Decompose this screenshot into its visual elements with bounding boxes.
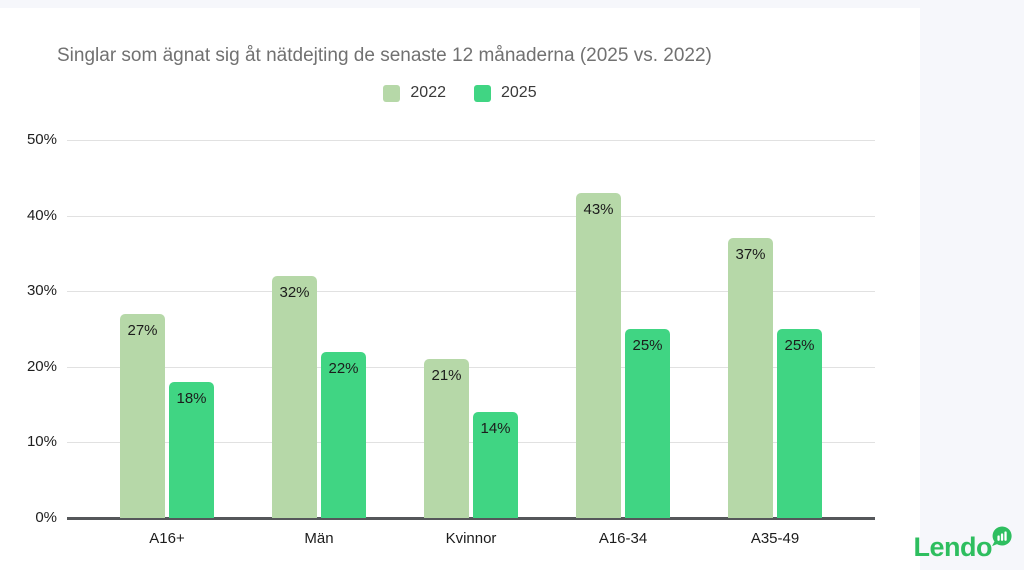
bar-value-label: 22% [328, 359, 359, 377]
bar-2025-A35-49 [777, 329, 822, 518]
legend-item-2022: 2022 [383, 84, 446, 102]
y-axis-tick-label: 40% [26, 206, 57, 224]
bar-value-label: 18% [176, 389, 207, 407]
bar-value-label: 27% [127, 321, 158, 339]
x-axis-line [67, 517, 875, 520]
bar-value-label: 37% [735, 246, 766, 264]
bar-value-label: 14% [480, 420, 511, 438]
plot-area: 0% 10% 20% 30% 40% 50% 27% 18% A16+ 32% 22% Män 21% 1… [0, 8, 920, 570]
bar-value-label: 25% [632, 337, 663, 354]
lendo-wordmark: Lendo [913, 532, 993, 562]
bar-value-label: 43% [583, 200, 614, 218]
bar-2022-A16-34 [576, 192, 621, 518]
y-axis-tick-label: 30% [26, 282, 57, 300]
bar-value-label: 32% [279, 284, 310, 302]
bar-2022-Kvinnor [424, 359, 469, 518]
legend-item-2025: 2025 [474, 84, 537, 102]
bar-2025-A16-34 [625, 329, 670, 518]
gridline [67, 291, 875, 293]
bar-2025-Män [321, 351, 366, 518]
bar-2025-A16+ [169, 381, 214, 518]
x-axis-label: Kvinnor [445, 530, 497, 547]
x-axis-label: Män [304, 530, 334, 547]
gridline [67, 140, 875, 141]
legend-label: 2025 [501, 84, 537, 101]
lendo-logo: Lendo [914, 526, 1013, 562]
bar-value-label: 25% [784, 337, 815, 354]
gridline [67, 442, 875, 444]
bar-2022-A16+ [120, 313, 165, 518]
x-axis-label: A16-34 [598, 530, 648, 547]
x-axis-label: A35-49 [750, 530, 800, 547]
bar-2025-Kvinnor [473, 412, 518, 518]
bar-value-label: 21% [431, 367, 462, 385]
legend-label: 2022 [410, 84, 446, 101]
chart-card: Singlar som ägnat sig åt nätdejting de s… [0, 8, 920, 570]
x-axis-label: A16+ [149, 530, 185, 547]
gridline [67, 215, 875, 217]
y-axis-tick-label: 50% [26, 131, 57, 148]
y-axis-tick-label: 20% [26, 357, 57, 375]
bar-2022-Män [272, 276, 317, 518]
legend-swatch [383, 84, 401, 102]
lendo-bubble-chart-icon [992, 526, 1012, 547]
y-axis-tick-label: 10% [26, 433, 57, 451]
legend-swatch [474, 84, 491, 102]
bar-2022-A35-49 [728, 238, 773, 518]
chart-legend: 2022 2025 [0, 84, 920, 102]
chart-title: Singlar som ägnat sig åt nätdejting de s… [57, 45, 712, 66]
gridline [67, 366, 875, 368]
y-axis-tick-label: 0% [35, 509, 57, 526]
